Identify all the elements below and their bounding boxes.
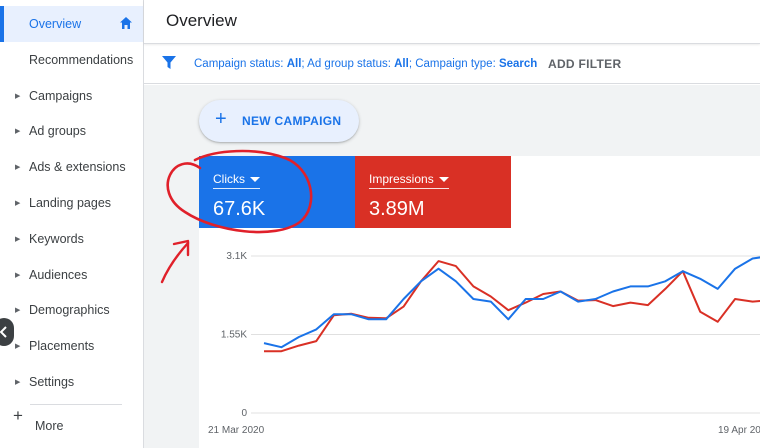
sidebar-item-audiences[interactable]: ▶ Audiences <box>0 257 143 293</box>
caret-right-icon: ▶ <box>15 271 21 279</box>
sidebar-item-label: Overview <box>29 17 82 31</box>
sidebar-item-label: Placements <box>29 339 95 354</box>
add-filter-button[interactable]: ADD FILTER <box>548 57 622 71</box>
caret-right-icon: ▶ <box>15 164 21 172</box>
series-line-impressions <box>264 260 760 353</box>
sidebar-item-more[interactable]: + More <box>0 406 143 444</box>
metric-selector-clicks[interactable]: Clicks <box>213 172 260 189</box>
page-title: Overview <box>166 11 237 30</box>
metric-value-impressions: 3.89M <box>369 198 425 220</box>
filter-key: Ad group status: <box>307 58 391 70</box>
sidebar-item-campaigns[interactable]: ▶ Campaigns <box>0 78 143 114</box>
new-campaign-button[interactable]: + NEW CAMPAIGN <box>199 100 359 142</box>
sidebar-item-recommendations[interactable]: Recommendations <box>0 42 143 78</box>
sidebar-item-label: Landing pages <box>29 196 112 210</box>
plus-icon: + <box>215 108 227 130</box>
dropdown-arrow-icon <box>250 177 260 183</box>
sidebar-item-placements[interactable]: ▶ Placements <box>0 328 143 364</box>
metric-tile-clicks[interactable]: Clicks 67.6K <box>199 156 355 228</box>
filter-key: Campaign type: <box>415 58 496 70</box>
sidebar-item-keywords[interactable]: ▶ Keywords <box>0 221 143 257</box>
sidebar-item-demographics[interactable]: ▶ Demographics <box>0 292 143 328</box>
performance-chart-card: 3.1K 1.55K 0 21 Mar 2020 19 Apr 20 Clicks 67… <box>199 156 760 448</box>
caret-right-icon: ▶ <box>15 235 21 243</box>
sidebar-item-label: Demographics <box>29 303 110 318</box>
sidebar-item-label: Ads & extensions <box>29 160 126 175</box>
new-campaign-label: NEW CAMPAIGN <box>242 114 342 128</box>
metric-tile-impressions[interactable]: Impressions 3.89M <box>355 156 511 228</box>
caret-right-icon: ▶ <box>15 128 21 136</box>
caret-right-icon: ▶ <box>15 200 21 207</box>
x-tick-label: 21 Mar 2020 <box>208 425 265 436</box>
sidebar-divider <box>30 404 122 405</box>
sidebar: Overview Recommendations ▶ Campaigns ▶ Ad gro… <box>0 0 144 448</box>
plus-icon: + <box>13 406 23 425</box>
sidebar-item-label: Audiences <box>29 267 88 282</box>
filter-icon[interactable] <box>162 56 176 70</box>
y-tick-label: 0 <box>241 408 247 419</box>
filter-value: All <box>286 58 302 70</box>
filter-value: All <box>394 58 409 70</box>
sidebar-item-settings[interactable]: ▶ Settings <box>0 364 143 400</box>
sidebar-item-label: Settings <box>29 375 75 389</box>
filter-bar: Campaign status: All; Ad group status: A… <box>144 44 760 84</box>
filter-value: Search <box>498 58 538 70</box>
y-tick-label: 1.55K <box>221 330 247 341</box>
metric-value-clicks: 67.6K <box>213 198 266 220</box>
sidebar-item-overview[interactable]: Overview <box>0 6 143 42</box>
metric-name: Impressions <box>369 172 434 186</box>
sidebar-item-label: Ad groups <box>29 124 86 139</box>
sidebar-item-ad-groups[interactable]: ▶ Ad groups <box>0 113 143 149</box>
sidebar-item-label: Campaigns <box>29 88 93 103</box>
caret-right-icon: ▶ <box>15 307 21 315</box>
x-tick-label: 19 Apr 20 <box>718 425 760 436</box>
caret-right-icon: ▶ <box>15 379 21 386</box>
chevron-left-icon <box>0 326 7 338</box>
sidebar-item-label: More <box>35 419 64 433</box>
performance-chart: 3.1K 1.55K 0 21 Mar 2020 19 Apr 20 <box>208 251 760 436</box>
series-line-clicks <box>263 256 760 349</box>
sidebar-item-label: Recommendations <box>29 52 134 67</box>
y-tick-label: 3.1K <box>226 251 247 262</box>
main-content: + NEW CAMPAIGN 3.1K 1.55K 0 21 Mar 2020 19 A… <box>144 85 760 448</box>
caret-right-icon: ▶ <box>15 343 21 351</box>
sidebar-item-label: Keywords <box>29 231 84 246</box>
filter-key: Campaign status: <box>194 58 284 70</box>
dropdown-arrow-icon <box>438 177 449 183</box>
caret-right-icon: ▶ <box>15 92 21 100</box>
page-header: Overview <box>144 0 760 44</box>
sidebar-item-ads-extensions[interactable]: ▶ Ads & extensions <box>0 149 143 185</box>
sidebar-item-landing-pages[interactable]: ▶ Landing pages <box>0 185 143 221</box>
metric-name: Clicks <box>213 172 245 186</box>
collapse-sidebar-button[interactable] <box>0 318 14 346</box>
metric-selector-impressions[interactable]: Impressions <box>369 172 449 189</box>
home-icon <box>120 17 132 29</box>
active-filters[interactable]: Campaign status: All; Ad group status: A… <box>194 58 538 70</box>
